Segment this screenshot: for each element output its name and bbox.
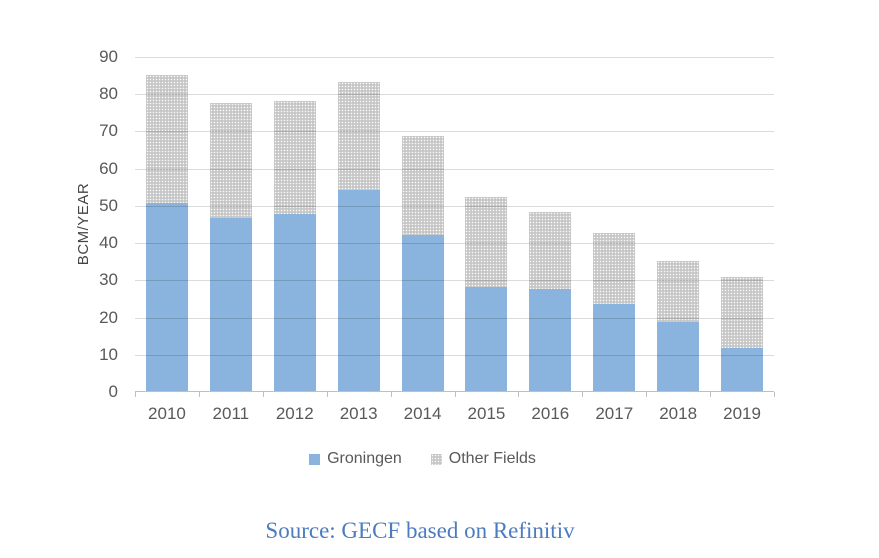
gridline: [135, 57, 774, 58]
bar-stack-2011: [209, 102, 252, 391]
x-axis-tick-label: 2010: [148, 404, 186, 423]
x-axis-tick-label: 2018: [659, 404, 698, 423]
x-axis-tick-label: 2019: [723, 404, 761, 423]
x-axis-tick: [199, 392, 200, 397]
bar-stack-2010: [145, 74, 188, 391]
bar-segment-other-fields: [209, 102, 252, 218]
y-axis-tick-label: 40: [99, 233, 118, 253]
legend-item-other-fields: Other Fields: [430, 450, 536, 468]
x-axis-tick: [710, 392, 711, 397]
y-axis-tick-label: 90: [99, 47, 118, 66]
bar-segment-groningen: [721, 348, 764, 391]
x-axis-tick: [582, 392, 583, 397]
bar-segment-groningen: [209, 217, 252, 391]
bar-segment-other-fields: [593, 232, 636, 304]
legend-swatch-icon: [430, 453, 442, 465]
gridline: [135, 280, 774, 282]
legend-item-groningen: Groningen: [309, 450, 402, 468]
bar-stack-2016: [529, 212, 572, 391]
bar-segment-other-fields: [337, 82, 380, 190]
bar-segment-groningen: [337, 190, 380, 391]
x-axis-tick: [774, 392, 775, 397]
bar-segment-groningen: [529, 288, 572, 391]
x-axis-line: [135, 391, 774, 392]
bar-segment-other-fields: [145, 74, 188, 204]
source-caption: Source: GECF based on Refinitiv: [265, 518, 575, 543]
bar-segment-groningen: [145, 203, 188, 391]
bar-stack-2017: [593, 232, 636, 391]
y-axis-tick-label: 50: [99, 195, 118, 215]
x-axis-tick-label: 2011: [212, 404, 250, 423]
bar-segment-other-fields: [657, 260, 700, 323]
bar-segment-other-fields: [273, 100, 316, 215]
x-axis-tick: [135, 392, 136, 397]
x-axis-tick-label: 2013: [339, 404, 378, 423]
x-axis-tick-label: 2012: [275, 404, 314, 423]
x-axis-tick-label: 2016: [531, 404, 570, 423]
bar-segment-groningen: [465, 286, 508, 391]
bar-stack-2014: [401, 136, 444, 391]
gridline: [135, 317, 774, 319]
y-axis-tick-label: 0: [108, 382, 118, 401]
bar-segment-groningen: [657, 322, 700, 391]
x-axis-tick: [327, 392, 328, 397]
x-axis-tick-label: 2017: [595, 404, 634, 423]
bar-segment-other-fields: [721, 277, 764, 349]
gridline: [135, 131, 774, 133]
y-axis-tick-label: 10: [99, 344, 118, 364]
bar-segment-other-fields: [529, 212, 572, 289]
bar-stack-2012: [273, 100, 316, 391]
bar-segment-groningen: [593, 303, 636, 391]
x-axis-tick-label: 2014: [403, 404, 442, 423]
y-axis-tick-label: 60: [99, 158, 118, 178]
bar-segment-groningen: [273, 214, 316, 391]
x-axis-tick: [263, 392, 264, 397]
bar-segment-groningen: [401, 234, 444, 391]
bar-stack-2019: [721, 277, 764, 391]
legend-label: Groningen: [327, 450, 402, 467]
y-axis-tick-label: 80: [99, 84, 118, 104]
x-axis-tick-label: 2015: [467, 404, 506, 423]
bar-stack-2013: [337, 82, 380, 391]
x-axis-tick: [391, 392, 392, 397]
y-axis-tick-label: 20: [99, 307, 118, 327]
y-axis-title: BCM/YEAR: [75, 182, 92, 266]
y-axis-tick-label: 30: [99, 270, 118, 290]
gridline: [135, 94, 774, 96]
gridline: [135, 168, 774, 170]
x-axis-tick: [646, 392, 647, 397]
y-axis-tick-label: 70: [99, 121, 118, 141]
bar-stack-2018: [657, 260, 700, 391]
legend-swatch-icon: [309, 453, 321, 465]
legend: Groningen Other Fields: [0, 450, 845, 468]
legend-label: Other Fields: [448, 450, 536, 467]
gridline: [135, 205, 774, 207]
plot-area: 2010 2011 2012 2013 2014 2015 2016 2017 2018 2019: [135, 57, 775, 423]
bar-segment-other-fields: [401, 136, 444, 235]
x-axis-tick: [518, 392, 519, 397]
gridline: [135, 243, 774, 245]
x-axis-tick: [455, 392, 456, 397]
bar-segment-other-fields: [465, 197, 508, 287]
gridline: [135, 354, 774, 356]
bar-stack-2015: [465, 197, 508, 391]
